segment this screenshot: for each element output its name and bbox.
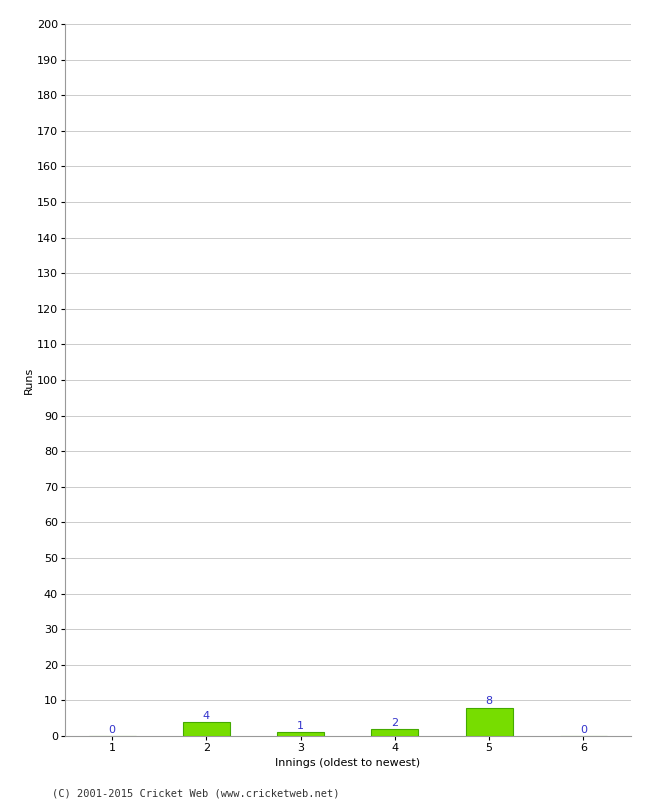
Text: 0: 0 xyxy=(580,725,587,735)
X-axis label: Innings (oldest to newest): Innings (oldest to newest) xyxy=(275,758,421,769)
Text: 0: 0 xyxy=(109,725,116,735)
Text: 4: 4 xyxy=(203,710,210,721)
Bar xyxy=(277,733,324,736)
Text: 1: 1 xyxy=(297,722,304,731)
Bar xyxy=(371,729,419,736)
Bar xyxy=(183,722,230,736)
Text: (C) 2001-2015 Cricket Web (www.cricketweb.net): (C) 2001-2015 Cricket Web (www.cricketwe… xyxy=(52,788,339,798)
Text: 2: 2 xyxy=(391,718,398,728)
Y-axis label: Runs: Runs xyxy=(24,366,34,394)
Text: 8: 8 xyxy=(486,697,493,706)
Bar xyxy=(465,707,513,736)
